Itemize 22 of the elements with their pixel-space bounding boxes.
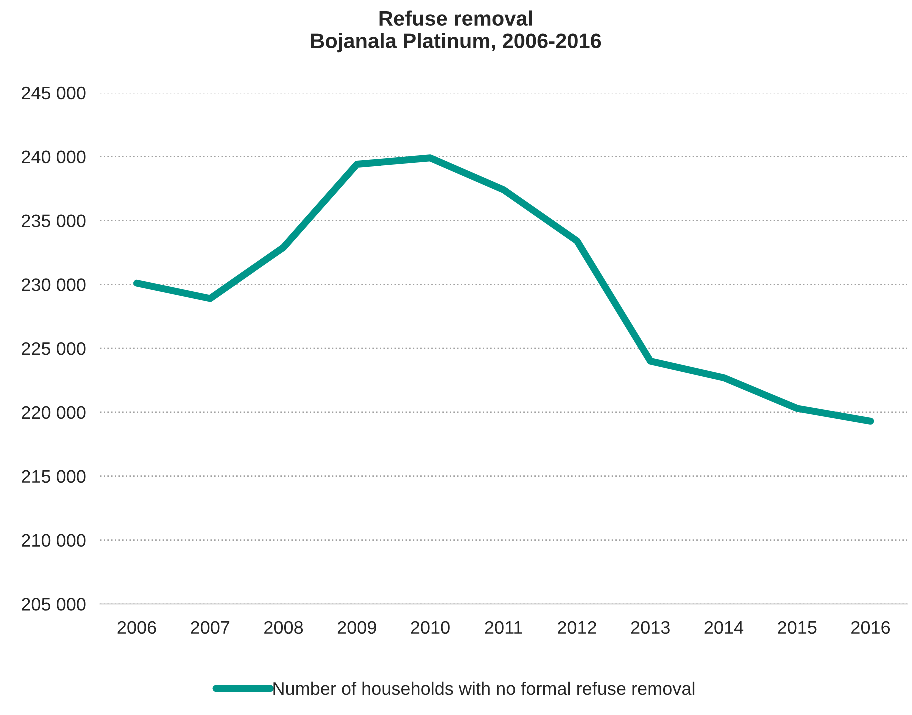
x-tick-label: 2015 bbox=[778, 621, 817, 634]
chart-title: Refuse removal Bojanala Platinum, 2006-2016 bbox=[312, 10, 602, 53]
y-tick-label: 245 000 bbox=[22, 86, 86, 100]
legend-label: Number of households with no formal refuse removal bbox=[274, 682, 695, 696]
y-tick-label: 235 000 bbox=[22, 214, 86, 228]
x-tick-label: 2013 bbox=[631, 621, 670, 634]
x-tick-label: 2016 bbox=[852, 621, 890, 634]
x-tick-label: 2008 bbox=[264, 621, 304, 634]
y-tick-label: 220 000 bbox=[22, 406, 86, 420]
y-tick-label: 240 000 bbox=[22, 150, 86, 164]
y-tick-label: 205 000 bbox=[22, 598, 86, 611]
y-tick-label: 230 000 bbox=[22, 278, 86, 292]
y-tick-label: 210 000 bbox=[22, 534, 86, 547]
y-tick-label: 225 000 bbox=[22, 342, 86, 356]
x-tick-label: 2009 bbox=[338, 621, 376, 634]
x-tick-label: 2011 bbox=[485, 621, 522, 634]
x-tick-label: 2006 bbox=[118, 621, 156, 634]
x-tick-label: 2007 bbox=[191, 621, 230, 634]
x-tick-label: 2014 bbox=[704, 621, 744, 634]
x-tick-label: 2010 bbox=[411, 621, 450, 634]
y-tick-label: 215 000 bbox=[22, 470, 86, 484]
x-tick-label: 2012 bbox=[558, 621, 596, 634]
